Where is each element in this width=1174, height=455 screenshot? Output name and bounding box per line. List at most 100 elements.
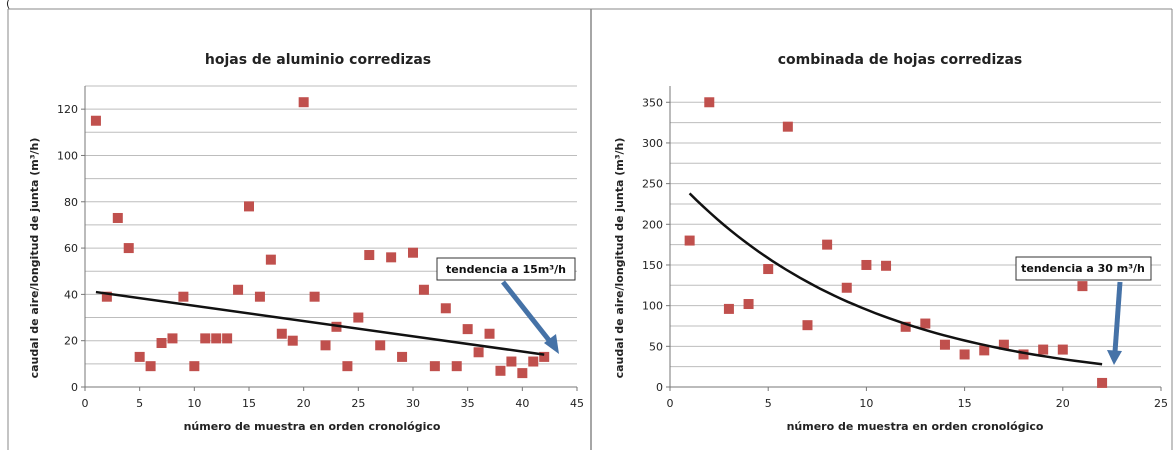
data-point xyxy=(134,351,145,362)
chart-title: hojas de aluminio corredizas xyxy=(205,52,431,68)
y-tick-label: 100 xyxy=(57,149,78,162)
data-point xyxy=(1018,349,1029,360)
data-point xyxy=(1097,377,1108,388)
y-tick-label: 300 xyxy=(642,137,663,150)
data-point xyxy=(782,121,793,132)
data-point xyxy=(881,260,892,271)
x-tick-label: 0 xyxy=(667,397,674,410)
data-point xyxy=(145,361,156,372)
data-point xyxy=(189,361,200,372)
data-point xyxy=(763,264,774,275)
data-point xyxy=(386,252,397,263)
chart-combinada: combinada de hojas corredizas 0501001502… xyxy=(613,52,1168,433)
annotation-box xyxy=(436,257,576,281)
data-point xyxy=(309,291,320,302)
data-point xyxy=(178,291,189,302)
trend-line xyxy=(688,192,1103,366)
data-point xyxy=(244,201,254,212)
data-point xyxy=(802,320,813,331)
data-point xyxy=(408,247,418,258)
y-tick-label: 120 xyxy=(57,103,78,116)
y-axis-label: caudal de aire/longitud de junta (m³/h) xyxy=(28,138,41,379)
data-point xyxy=(1038,344,1049,355)
header-fragment: ( xyxy=(6,0,10,10)
y-tick-label: 250 xyxy=(642,178,663,191)
data-point xyxy=(920,318,931,329)
x-tick-label: 15 xyxy=(242,397,256,410)
y-tick-label: 0 xyxy=(71,381,78,394)
x-tick-label: 20 xyxy=(297,397,311,410)
x-tick-label: 30 xyxy=(406,397,420,410)
data-point xyxy=(222,333,233,344)
x-tick-labels: 0 5 10 15 20 25 30 35 40 45 xyxy=(82,387,584,410)
y-tick-label: 40 xyxy=(64,288,78,301)
data-point xyxy=(959,349,970,360)
data-point xyxy=(506,356,517,367)
data-point xyxy=(743,299,754,310)
data-point xyxy=(998,339,1009,350)
x-tick-label: 0 xyxy=(82,397,89,410)
x-tick-label: 25 xyxy=(1154,397,1168,410)
y-tick-label: 200 xyxy=(642,218,663,231)
data-point xyxy=(495,365,506,376)
data-point xyxy=(704,97,715,108)
data-point xyxy=(265,254,276,265)
data-point xyxy=(939,339,950,350)
data-point xyxy=(723,303,734,314)
y-tick-label: 0 xyxy=(656,381,663,394)
gridlines xyxy=(85,85,577,365)
data-point xyxy=(298,97,309,108)
data-point xyxy=(233,284,244,295)
data-point xyxy=(684,235,695,246)
data-point xyxy=(861,259,872,270)
data-point xyxy=(841,282,852,293)
x-tick-label: 45 xyxy=(570,397,584,410)
y-axis-label: caudal de aire/longitud de junta (m³/h) xyxy=(613,138,626,379)
annotation-label: tendencia a 30 m³/h xyxy=(1021,262,1145,275)
data-point xyxy=(440,303,451,314)
trend-line xyxy=(95,290,545,356)
y-tick-label: 80 xyxy=(64,196,78,209)
annotation-box xyxy=(1015,256,1152,281)
data-point xyxy=(822,239,833,250)
data-point xyxy=(1077,281,1088,292)
data-point xyxy=(979,345,990,356)
x-tick-label: 5 xyxy=(136,397,143,410)
annotation-arrow xyxy=(1107,281,1123,365)
data-point xyxy=(462,324,473,335)
x-axis-label: número de muestra en orden cronológico xyxy=(787,420,1044,433)
data-point xyxy=(473,347,484,358)
x-tick-label: 20 xyxy=(1056,397,1070,410)
data-point xyxy=(539,351,550,362)
data-point xyxy=(112,212,123,223)
data-point xyxy=(254,291,265,302)
y-tick-label: 50 xyxy=(649,340,663,353)
x-axis-label: número de muestra en orden cronológico xyxy=(184,420,441,433)
data-point xyxy=(167,333,178,344)
data-point xyxy=(123,243,134,254)
data-point xyxy=(528,356,539,367)
data-point xyxy=(484,328,495,339)
data-point xyxy=(90,115,101,126)
data-point xyxy=(211,333,222,344)
data-point xyxy=(900,321,911,332)
y-tick-label: 350 xyxy=(642,96,663,109)
data-points xyxy=(684,97,1108,388)
data-point xyxy=(353,312,364,323)
data-point xyxy=(200,333,211,344)
data-point xyxy=(418,284,429,295)
data-point xyxy=(156,338,167,349)
x-tick-label: 5 xyxy=(765,397,772,410)
y-tick-label: 60 xyxy=(64,242,78,255)
annotation-arrow xyxy=(501,280,559,354)
x-tick-label: 10 xyxy=(187,397,201,410)
y-tick-label: 100 xyxy=(642,300,663,313)
chart-aluminio: hojas de aluminio corredizas 0 20 40 60 80 10… xyxy=(28,52,584,433)
data-point xyxy=(397,351,408,362)
data-point xyxy=(342,361,353,372)
x-tick-label: 15 xyxy=(958,397,972,410)
data-point xyxy=(451,361,462,372)
annotation-label: tendencia a 15m³/h xyxy=(446,263,566,276)
